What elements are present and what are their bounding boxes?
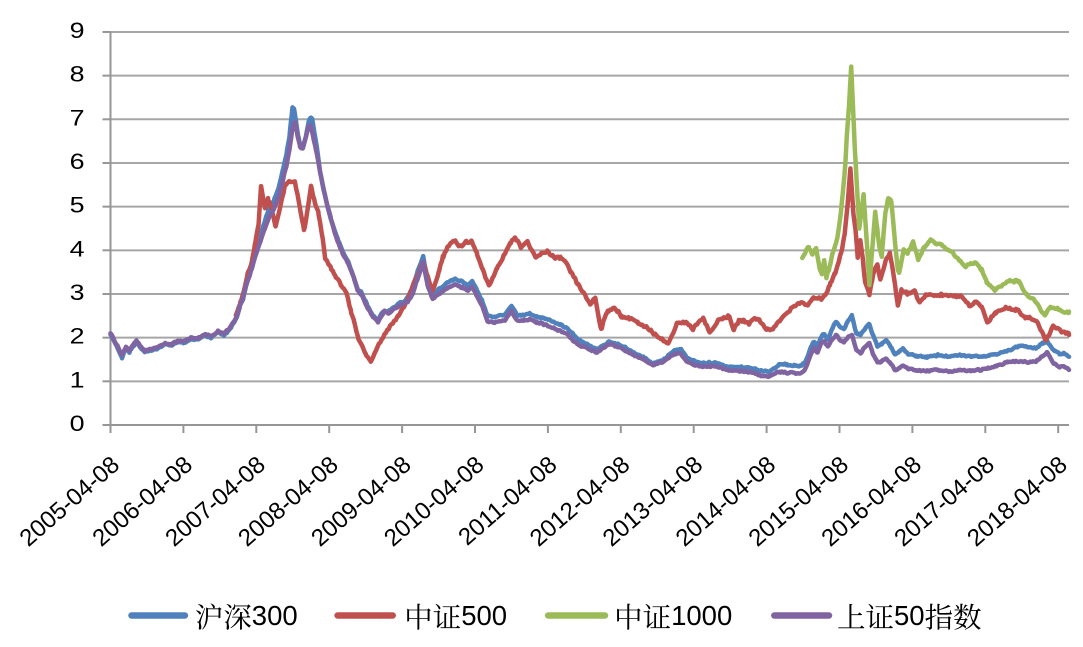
svg-text:7: 7 bbox=[70, 106, 85, 130]
svg-text:3: 3 bbox=[70, 281, 85, 305]
svg-text:300: 300 bbox=[252, 600, 298, 631]
svg-text:1: 1 bbox=[70, 368, 85, 392]
svg-text:500: 500 bbox=[461, 600, 507, 631]
svg-text:0: 0 bbox=[70, 412, 85, 436]
svg-text:8: 8 bbox=[70, 63, 85, 87]
svg-text:6: 6 bbox=[70, 150, 85, 174]
svg-text:2: 2 bbox=[70, 325, 85, 349]
svg-text:5: 5 bbox=[70, 194, 85, 218]
svg-text:50: 50 bbox=[894, 600, 925, 631]
svg-text:1000: 1000 bbox=[671, 600, 732, 631]
svg-text:9: 9 bbox=[70, 19, 85, 43]
svg-text:4: 4 bbox=[70, 237, 85, 261]
